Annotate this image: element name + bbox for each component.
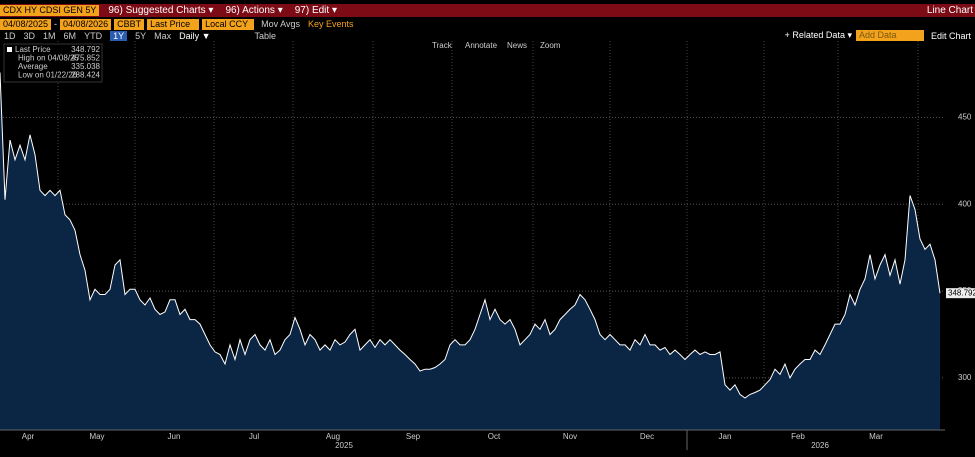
period-bar: 1D 3D 1M 6M YTD 1Y 5Y Max Daily ▼ Table … <box>0 30 975 41</box>
x-tick-label: Mar <box>869 432 883 441</box>
legend-background <box>3 43 103 83</box>
x-tick-label: Apr <box>22 432 35 441</box>
menu[interactable]: 96) Suggested Charts ▾ <box>108 5 214 16</box>
x-tick-label: Jan <box>719 432 732 441</box>
legend-value: 348.792 <box>71 45 100 54</box>
x-tick-label: Dec <box>640 432 654 441</box>
legend-label: Last Price <box>15 45 51 54</box>
y-tick-label: 450 <box>958 113 972 122</box>
chart-tool[interactable]: News <box>507 41 527 50</box>
y-tick-label: 300 <box>958 373 972 382</box>
legend-value: 335.038 <box>71 62 100 71</box>
x-tick-label: Aug <box>326 432 340 441</box>
last-price-label: 348.792 <box>948 288 975 297</box>
x-tick-label: Sep <box>406 432 421 441</box>
edit-chart[interactable]: Edit Chart <box>930 30 971 41</box>
chart-tool[interactable]: Track <box>432 41 453 50</box>
end-date[interactable]: 04/08/2026 <box>60 18 112 30</box>
x-tick-label: Jul <box>249 432 259 441</box>
title-bar: CDX HY CDSI GEN 5Y 96) Suggested Charts … <box>0 4 975 17</box>
add-data[interactable]: Add Data <box>855 30 924 41</box>
legend-swatch <box>7 47 12 52</box>
period[interactable]: YTD <box>84 30 103 41</box>
x-tick-label: Jun <box>168 432 181 441</box>
last-price-box <box>946 288 975 299</box>
year-label: 2025 <box>335 441 353 450</box>
dash: - <box>54 19 58 29</box>
x-tick-label: Feb <box>791 432 805 441</box>
chart-kind: Line Chart <box>926 5 973 16</box>
related-data[interactable]: + Related Data ▾ <box>784 30 852 40</box>
option[interactable]: Key Events <box>307 19 354 29</box>
chart-tool[interactable]: Annotate <box>465 41 498 50</box>
period[interactable]: 1Y <box>110 30 128 41</box>
period[interactable]: Daily ▼ <box>179 30 211 41</box>
chart: 300350400450348.792AprMayJunJulAugSepOct… <box>0 41 975 450</box>
x-tick-label: Oct <box>488 432 501 441</box>
table-button[interactable]: Table <box>254 30 277 41</box>
period[interactable]: 3D <box>23 30 36 41</box>
currency[interactable]: Local CCY <box>202 18 255 30</box>
period[interactable]: 1M <box>43 30 56 41</box>
legend-label: Average <box>18 62 48 71</box>
y-tick-label: 400 <box>958 199 972 208</box>
x-tick-label: Nov <box>563 432 577 441</box>
period[interactable]: 5Y <box>135 30 147 41</box>
start-date[interactable]: 04/08/2025 <box>0 18 52 30</box>
menu[interactable]: 97) Edit ▾ <box>294 5 337 16</box>
legend-label: Low on 01/22/26 <box>18 71 78 80</box>
option[interactable]: Mov Avgs <box>261 19 300 29</box>
source[interactable]: CBBT <box>114 18 145 30</box>
area <box>0 72 940 430</box>
ticker[interactable]: CDX HY CDSI GEN 5Y <box>0 5 100 16</box>
legend-value: 288.424 <box>71 71 100 80</box>
legend-label: High on 04/08/25 <box>18 54 79 63</box>
period[interactable]: 1D <box>4 30 16 41</box>
menu[interactable]: 96) Actions ▾ <box>225 5 283 16</box>
period[interactable]: 6M <box>63 30 77 41</box>
chart-tool[interactable]: Zoom <box>540 41 561 50</box>
field[interactable]: Last Price <box>147 18 200 30</box>
legend-value: 475.852 <box>71 54 100 63</box>
period[interactable]: Max <box>154 30 172 41</box>
line <box>0 72 941 399</box>
x-tick-label: May <box>89 432 104 441</box>
year-label: 2026 <box>811 441 829 450</box>
settings-bar: 04/08/2025 - 04/08/2026 CBBT Last Price … <box>0 18 975 30</box>
